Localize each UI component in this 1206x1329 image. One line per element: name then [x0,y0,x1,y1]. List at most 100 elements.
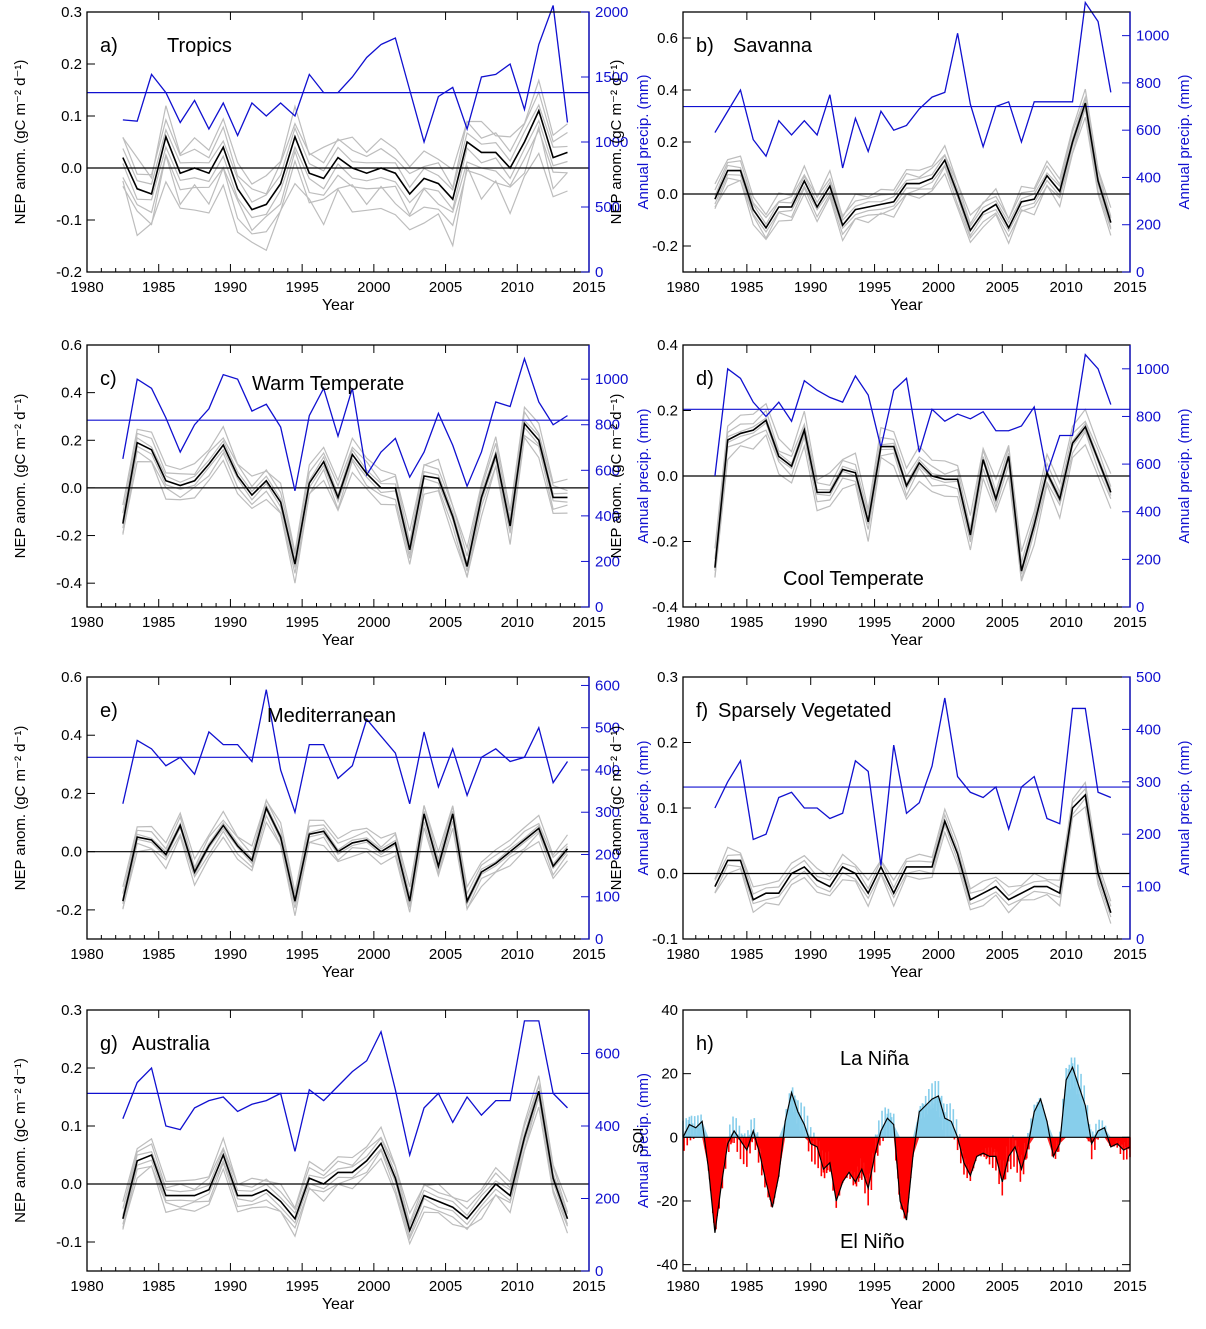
panel-title: Cool Temperate [783,568,924,590]
ensemble-line [122,434,568,578]
y2-tick-label: 600 [595,462,620,479]
x-tick-label: 1990 [214,1278,247,1295]
ensemble-line [122,1096,569,1239]
panel-label: a) [100,35,118,57]
ensemble-line [122,1106,569,1246]
y-tick-label: 0.1 [61,108,82,125]
y2-tick-label: 0 [595,1263,603,1280]
panel-2: 1980 1985 1990 1995 2000 2005 2010 2015Year-0.2… [608,0,1193,314]
ensemble-line [714,409,1112,563]
x-tick-label: 1990 [214,946,247,963]
y-tick-label: 0.0 [657,866,678,883]
x-tick-label: 1985 [142,279,175,296]
y-axis-label: NEP anom. (gC m⁻² d⁻¹) [12,726,29,891]
y-tick-label: 0.3 [61,1002,82,1019]
y-tick-label: 0.0 [657,186,678,203]
y2-tick-label: 600 [1136,122,1161,139]
ensemble-line [122,1097,569,1241]
y-tick-label: 0.6 [61,669,82,686]
panel-5: 1980 1985 1990 1995 2000 2005 2010 2015Year-0.2… [12,669,652,981]
x-tick-label: 1985 [142,946,175,963]
el-nino-area [683,1137,1130,1233]
panel-title: Warm Temperate [252,373,404,395]
x-tick-label: 2010 [501,614,534,631]
y2-tick-label: 400 [595,1118,620,1135]
y-tick-label: 0.2 [61,1060,82,1077]
x-tick-label: 2015 [1113,946,1146,963]
x-axis-label: Year [890,297,923,314]
y-tick-label: -0.1 [56,212,82,229]
plot-frame [682,1009,1131,1272]
y2-tick-label: 200 [595,846,620,863]
x-axis-label: Year [322,1296,355,1313]
y2-axis-label: Annual precip. (mm) [1176,408,1193,543]
y-tick-label: -0.1 [652,931,678,948]
y2-tick-label: 200 [1136,217,1161,234]
panel-title: Savanna [733,35,813,57]
annotation-el-nino: El Niño [840,1231,904,1253]
y2-tick-label: 400 [595,508,620,525]
y2-axis-label: Annual precip. (mm) [635,74,652,209]
y2-tick-label: 0 [595,931,603,948]
y-tick-label: -0.4 [652,599,678,616]
x-tick-label: 2010 [1049,946,1082,963]
panel-label: c) [100,368,117,390]
x-tick-label: 1990 [794,614,827,631]
y2-axis-label: Annual precip. (mm) [635,408,652,543]
nep-mean-line [122,108,568,211]
panel-title: Tropics [167,35,232,57]
precip-line [122,5,569,145]
panel-8: 1980 1985 1990 1995 2000 2005 2010 2015 Year -40 -… [630,1002,1147,1313]
x-axis-label: Year [322,964,355,981]
nep-mean-line [122,421,568,567]
precip-line [122,689,569,815]
precip-line [714,697,1112,866]
y-tick-label: -0.2 [652,238,678,255]
x-tick-label: 2015 [1113,1278,1146,1295]
panel-label: b) [696,35,714,57]
y-tick-label: -20 [656,1193,678,1210]
x-tick-label: 1995 [285,1278,318,1295]
y2-tick-label: 400 [1136,721,1161,738]
x-tick-label: 1985 [730,946,763,963]
y2-tick-label: 200 [595,1191,620,1208]
y2-tick-label: 1000 [1136,28,1169,45]
panel-label: f) [696,700,708,722]
y2-tick-label: 400 [1136,169,1161,186]
y-tick-label: 0.4 [657,82,678,99]
y2-tick-label: 0 [1136,931,1144,948]
ensemble-line [714,108,1112,240]
x-axis-label: Year [322,632,355,649]
y2-tick-label: 0 [595,264,603,281]
x-tick-label: 2010 [501,946,534,963]
ensemble-line [122,1085,569,1228]
precip-line [714,353,1112,477]
x-tick-label: 1995 [285,614,318,631]
y-tick-label: 0.1 [657,800,678,817]
x-tick-label: 2000 [922,614,955,631]
x-tick-label: 1990 [794,1278,827,1295]
ensemble-line [122,152,568,252]
precip-line [714,0,1112,169]
x-tick-label: 2010 [1049,1278,1082,1295]
y2-tick-label: 600 [595,677,620,694]
y2-tick-label: 0 [1136,264,1144,281]
ensemble-line [714,97,1112,228]
y2-tick-label: 300 [595,804,620,821]
y-tick-label: 0.2 [61,56,82,73]
x-tick-label: 2015 [572,279,605,296]
x-tick-label: 2015 [1113,614,1146,631]
y-tick-label: 0.3 [61,4,82,21]
x-axis-label: Year [322,297,355,314]
x-tick-label: 2000 [357,946,390,963]
ensemble-line [122,426,568,572]
x-tick-label: 1990 [794,946,827,963]
x-tick-label: 2000 [357,1278,390,1295]
y2-tick-label: 500 [595,199,620,216]
y-tick-label: 40 [661,1002,678,1019]
ensemble-line [714,429,1112,581]
y2-axis-label: Annual precip. (mm) [635,740,652,875]
x-tick-label: 2005 [429,1278,462,1295]
precip-line [122,1020,568,1158]
